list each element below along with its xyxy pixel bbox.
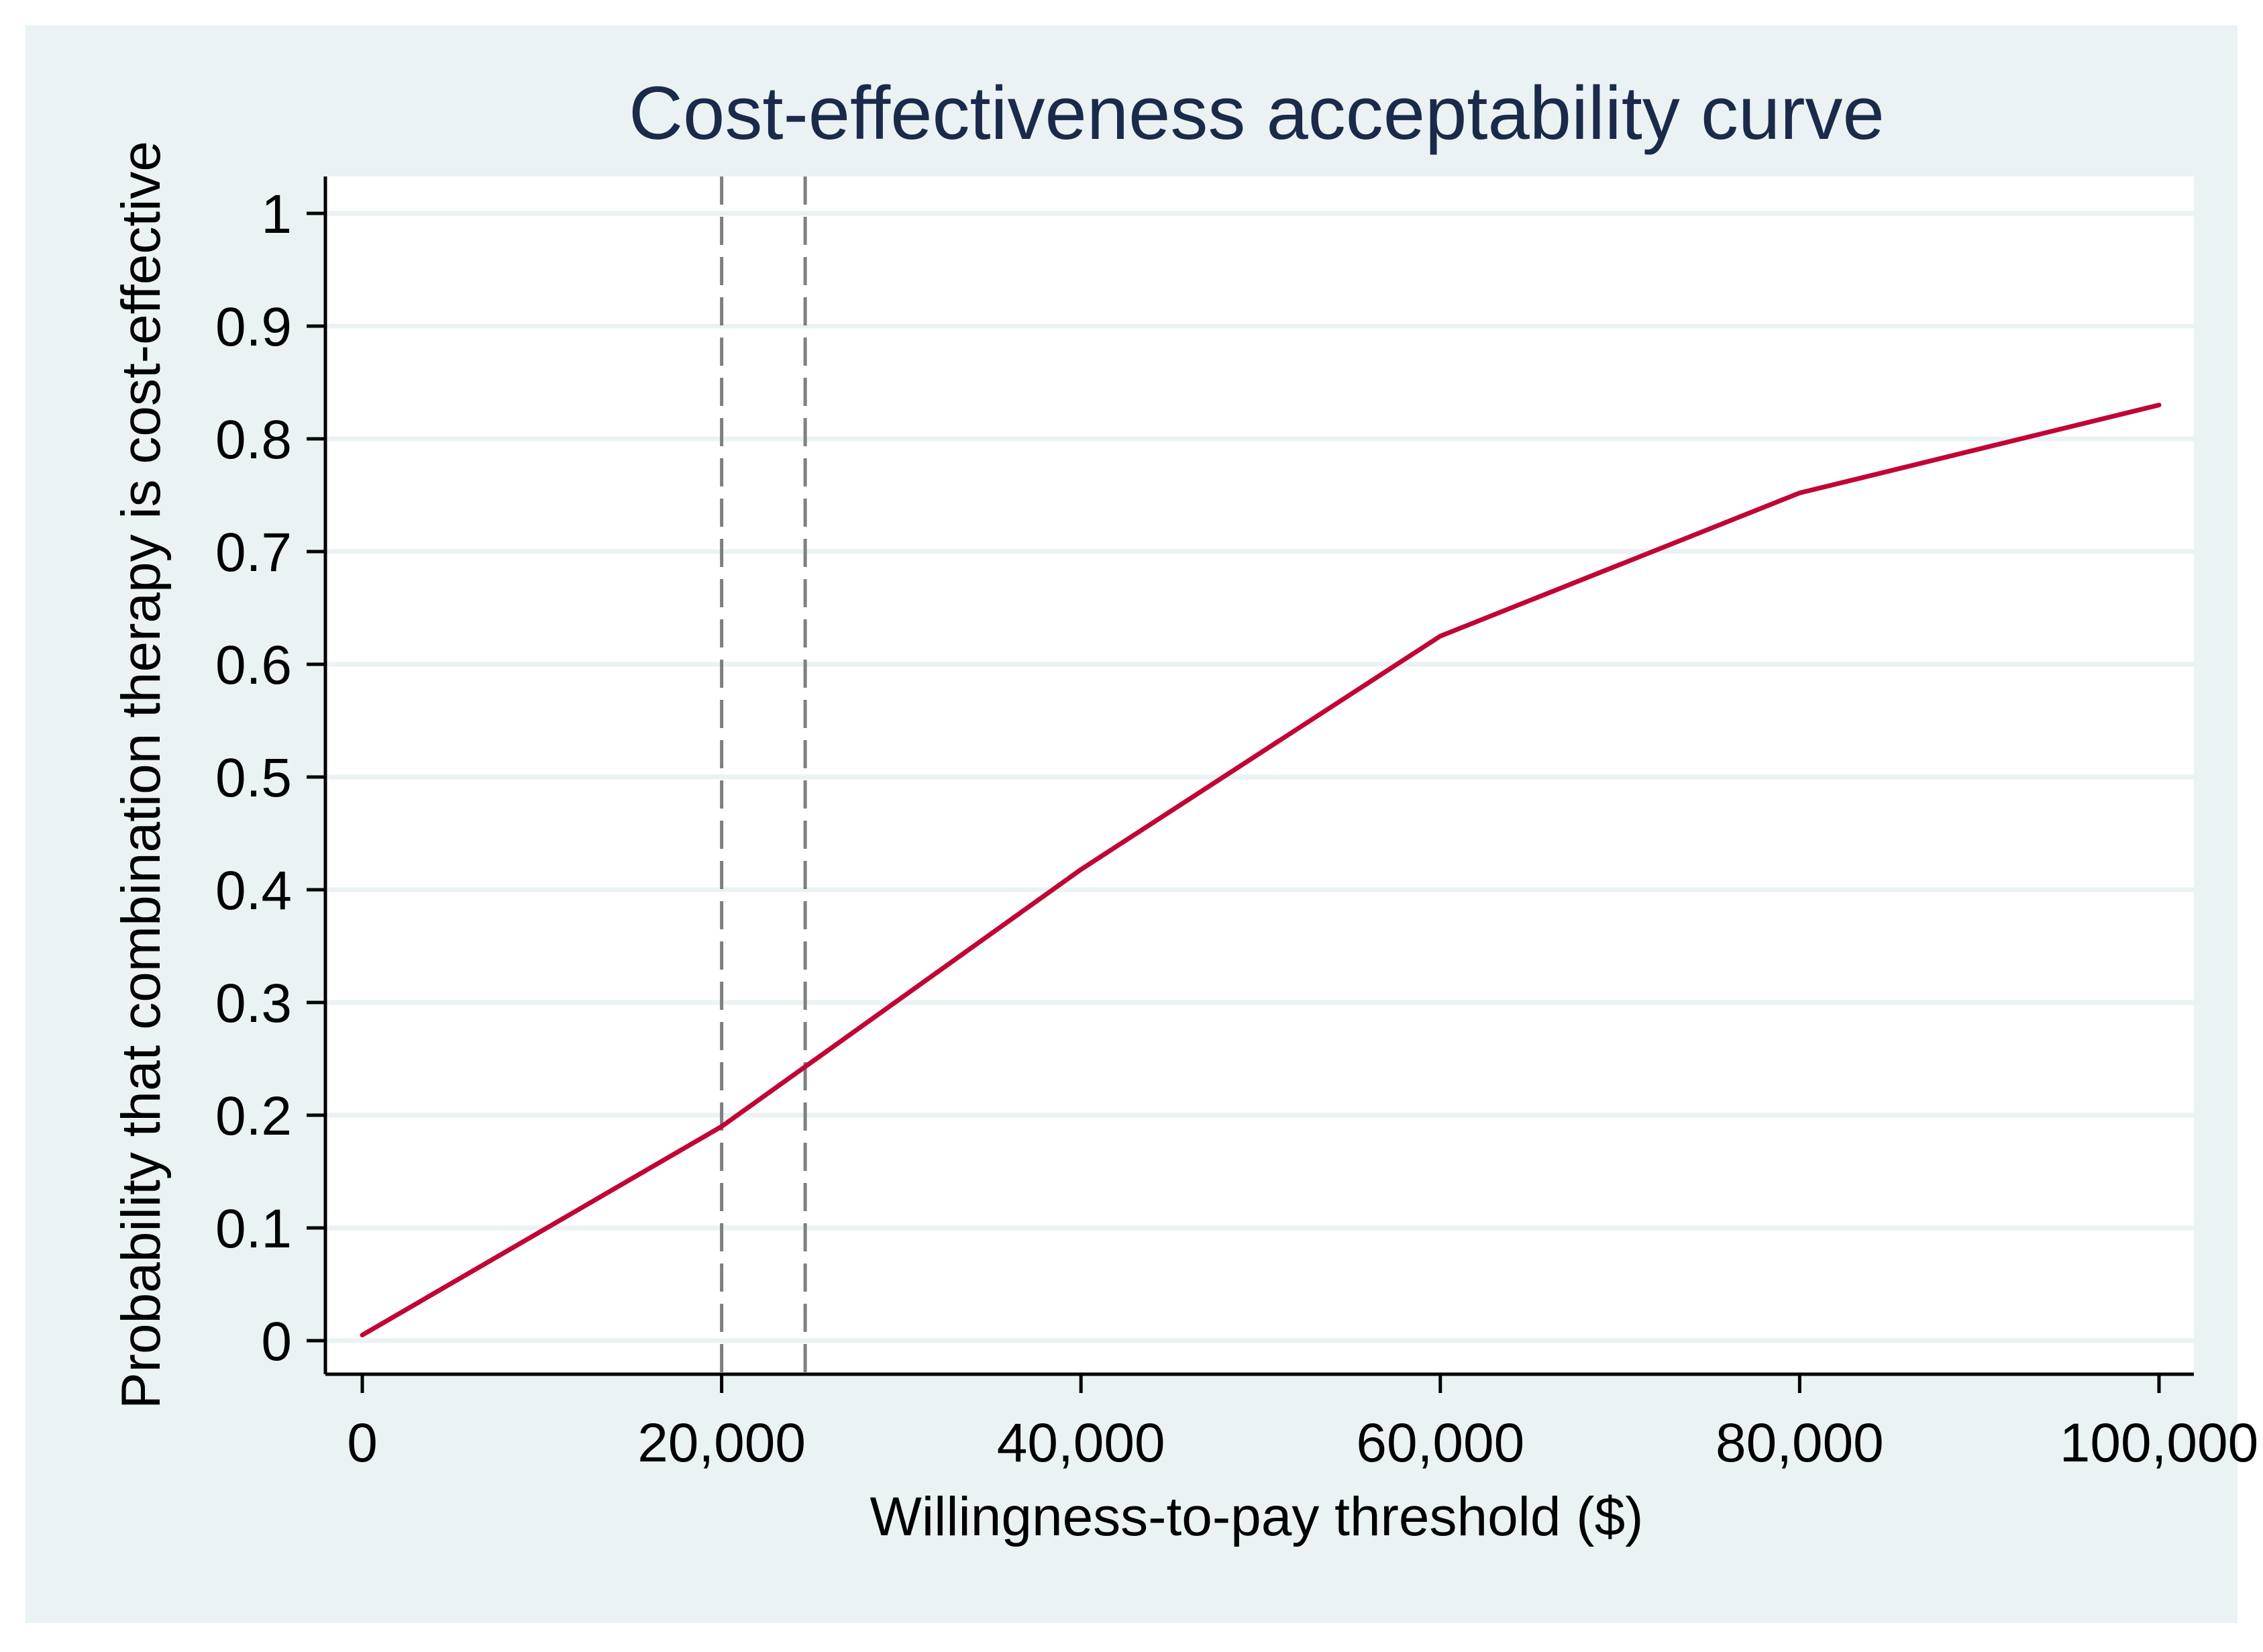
y-ticks: 0 0.1 0.2 0.3 0.4 0.5 0.6 0.7 0.8 0.9 1: [215, 184, 325, 1372]
series-layer: [360, 403, 2162, 1338]
x-tick-label: 20,000: [637, 1412, 806, 1474]
y-tick-label: 0.4: [215, 860, 292, 921]
gridlines: [325, 211, 2194, 1343]
y-tick-label: 0: [261, 1311, 292, 1372]
y-tick-label: 0.1: [215, 1198, 292, 1259]
y-tick-label: 0.5: [215, 747, 292, 809]
y-tick-label: 0.6: [215, 635, 292, 696]
x-ticks: 0 20,000 40,000 60,000 80,000 100,000: [347, 1374, 2258, 1474]
x-tick-label: 80,000: [1716, 1412, 1884, 1474]
x-tick-label: 40,000: [997, 1412, 1165, 1474]
series-line: [360, 403, 2162, 1338]
chart-title: Cost-effectiveness acceptability curve: [629, 71, 1885, 155]
y-tick-label: 0.7: [215, 522, 292, 583]
x-axis-label: Willingness-to-pay threshold ($): [870, 1486, 1643, 1547]
y-tick-label: 1: [261, 184, 292, 245]
y-axis-label: Probability that combination therapy is …: [111, 141, 172, 1409]
y-tick-label: 0.8: [215, 409, 292, 470]
x-tick-label: 0: [347, 1412, 378, 1474]
y-tick-label: 0.2: [215, 1086, 292, 1147]
y-tick-label: 0.3: [215, 973, 292, 1034]
x-tick-label: 100,000: [2060, 1412, 2258, 1474]
x-tick-label: 60,000: [1356, 1412, 1524, 1474]
y-tick-label: 0.9: [215, 297, 292, 358]
